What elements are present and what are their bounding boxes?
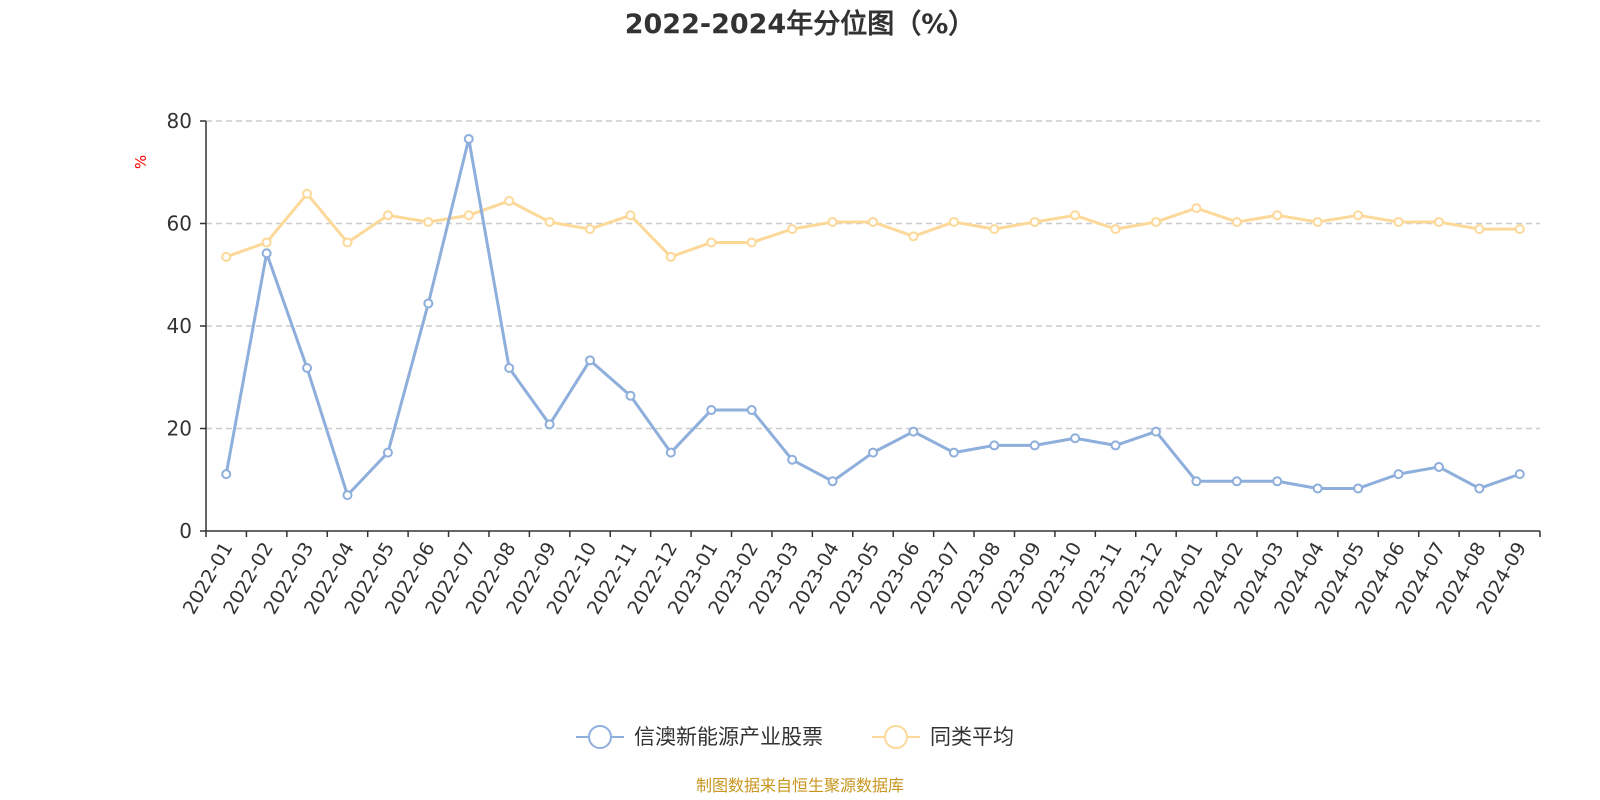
series-1-point[interactable] [1110,440,1121,451]
series-1-point[interactable] [1150,426,1161,437]
series-1-point[interactable] [544,419,555,430]
series-2-point[interactable] [868,216,878,227]
series-2-point[interactable] [261,237,272,248]
series-1-point[interactable] [1312,483,1323,494]
series-1-point[interactable] [746,405,757,416]
series-2-point[interactable] [665,251,676,262]
series-2-point[interactable] [342,237,353,248]
series-1-point[interactable] [787,454,798,465]
series-2-point[interactable] [948,216,959,227]
series-1 [221,133,1525,501]
series-lines [221,133,1525,501]
series-2-point[interactable] [382,210,393,221]
y-tick-label: 40 [167,314,192,338]
series-2-point[interactable] [625,210,636,221]
series-1-point[interactable] [1514,469,1525,480]
series-2-point[interactable] [827,216,838,227]
y-axis-unit-label: % [132,155,150,169]
series-1-point[interactable] [221,469,232,480]
series-2-point[interactable] [1150,216,1161,227]
series-1-point[interactable] [1231,476,1242,487]
series-2-point[interactable] [1231,216,1242,227]
y-tick-label: 60 [167,212,192,236]
series-1-point[interactable] [504,363,515,374]
series-1-point[interactable] [1191,476,1202,487]
series-1-point[interactable] [585,355,596,366]
series-1-point[interactable] [868,447,878,458]
series-1-point[interactable] [382,447,393,458]
legend-series-1-marker-icon [588,725,612,749]
series-2-point[interactable] [989,224,1000,235]
series-2-point[interactable] [1110,224,1121,235]
series-1-point[interactable] [1474,483,1485,494]
legend-item-series-1[interactable]: 信澳新能源产业股票 [576,725,823,749]
series-2-point[interactable] [463,210,474,221]
series-2-point[interactable] [908,231,919,242]
series-2-point[interactable] [1353,210,1364,221]
series-2-point[interactable] [585,224,596,235]
series-2-point[interactable] [221,251,232,262]
series-2-point[interactable] [302,188,313,199]
series-2-point[interactable] [1393,216,1404,227]
series-1-point[interactable] [342,490,353,501]
series-1-point[interactable] [706,405,717,416]
series-2-point[interactable] [1272,210,1283,221]
series-1-point[interactable] [908,426,919,437]
series-1-point[interactable] [625,390,636,401]
series-2-point[interactable] [787,224,798,235]
axes: 0204060802022-012022-022022-032022-04202… [167,109,1541,618]
series-2-point[interactable] [706,237,717,248]
legend-series-2-label: 同类平均 [930,725,1014,749]
chart-title: 2022-2024年分位图（%） [625,8,976,40]
y-tick-label: 20 [167,417,192,441]
series-1-point[interactable] [302,363,313,374]
series-2-point[interactable] [1433,216,1444,227]
series-1-point[interactable] [463,133,474,144]
series-2-point[interactable] [1474,224,1485,235]
series-2-point[interactable] [504,195,515,206]
series-1-point[interactable] [948,447,959,458]
series-1-point[interactable] [1393,469,1404,480]
series-2 [221,188,1525,262]
series-1-point[interactable] [1272,476,1283,487]
series-1-point[interactable] [989,440,1000,451]
series-2-point[interactable] [423,216,434,227]
series-2-point[interactable] [1191,203,1202,214]
series-2-point[interactable] [1514,224,1525,235]
legend-item-series-2[interactable]: 同类平均 [872,725,1014,749]
legend-series-2-marker-icon [884,725,908,749]
series-2-point[interactable] [544,216,555,227]
legend[interactable]: 信澳新能源产业股票 同类平均 [576,725,1014,749]
y-tick-label: 0 [179,519,192,543]
series-1-point[interactable] [1029,440,1040,451]
series-1-point[interactable] [1433,461,1444,472]
legend-series-1-label: 信澳新能源产业股票 [634,725,823,749]
series-1-point[interactable] [261,248,272,259]
series-1-point[interactable] [827,476,838,487]
y-tick-label: 80 [167,109,192,133]
series-1-line [224,137,1521,497]
series-2-point[interactable] [1312,216,1323,227]
data-source-note: 制图数据来自恒生聚源数据库 [696,776,904,795]
series-2-point[interactable] [746,237,757,248]
series-1-point[interactable] [423,298,434,309]
series-2-point[interactable] [1070,210,1081,221]
series-1-point[interactable] [665,447,676,458]
series-2-point[interactable] [1029,216,1040,227]
series-1-point[interactable] [1070,433,1081,444]
series-1-point[interactable] [1353,483,1364,494]
